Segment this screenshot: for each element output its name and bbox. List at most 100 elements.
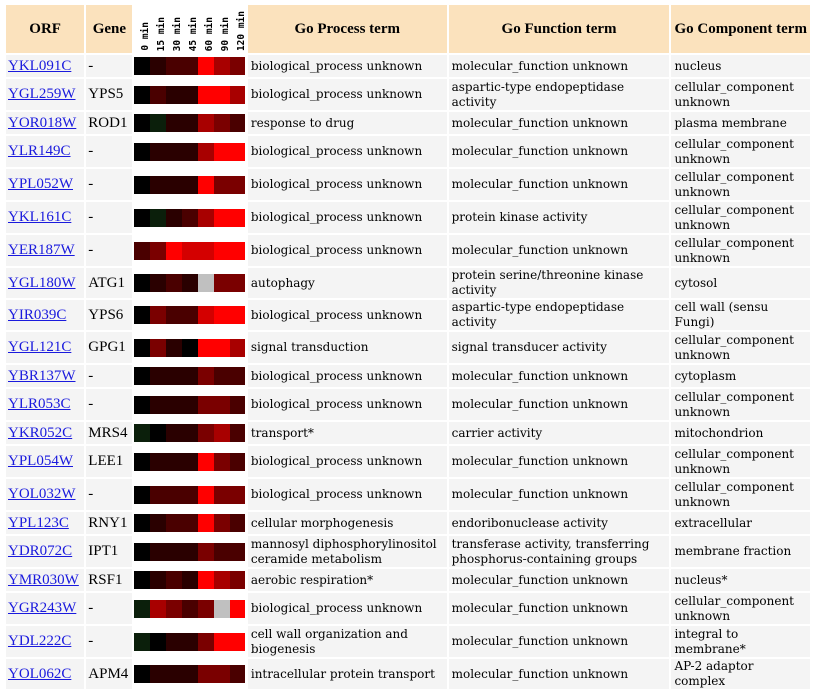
expression-heatmap-cell: [134, 55, 246, 77]
heatmap-block: [197, 338, 214, 357]
heatmap-block: [213, 485, 230, 504]
orf-link[interactable]: YOL062C: [8, 665, 72, 682]
function-term-cell: aspartic-type endopeptidase activity: [448, 79, 670, 110]
time-point-label-text: 120 min: [235, 10, 247, 51]
gene-cell: -: [86, 626, 133, 657]
table-row: YPL052W - biological_process unknown molecu…: [6, 169, 810, 200]
gene-cell: RSF1: [86, 569, 133, 591]
expression-heatmap-strip: [134, 632, 246, 651]
table-row: YKR052C MRS4 transport* carrier activity mit…: [6, 422, 810, 444]
orf-link[interactable]: YBR137W: [8, 367, 76, 384]
orf-link[interactable]: YOL032W: [8, 486, 76, 502]
orf-link[interactable]: YPL052W: [8, 176, 73, 192]
orf-link[interactable]: YKL091C: [8, 57, 72, 74]
heatmap-block: [181, 114, 198, 132]
function-term-cell: molecular_function unknown: [448, 626, 670, 657]
heatmap-block: [213, 395, 230, 414]
heatmap-block: [213, 367, 230, 385]
expression-heatmap-cell: [134, 169, 246, 200]
orf-link[interactable]: YPL123C: [8, 514, 69, 531]
orf-link[interactable]: YPL054W: [8, 453, 73, 469]
gene-cell: RNY1: [86, 512, 133, 534]
heatmap-block: [197, 485, 214, 504]
orf-link[interactable]: YLR053C: [8, 396, 71, 412]
orf-link[interactable]: YER187W: [8, 242, 75, 258]
heatmap-block: [229, 367, 246, 385]
orf-link[interactable]: YIR039C: [8, 306, 67, 323]
heatmap-block: [181, 485, 198, 504]
component-term-cell: nucleus: [671, 55, 810, 77]
expression-heatmap-cell: [134, 268, 246, 298]
orf-link[interactable]: YKL161C: [8, 209, 72, 225]
orf-cell: YGL121C: [6, 332, 85, 363]
table-row: YIR039C YPS6 biological_process unknown asp…: [6, 300, 810, 330]
expression-heatmap-strip: [134, 665, 246, 683]
process-term-cell: biological_process unknown: [247, 235, 447, 266]
function-term-cell: molecular_function unknown: [448, 389, 670, 420]
heatmap-block: [213, 175, 230, 194]
orf-link[interactable]: YDR072C: [8, 543, 73, 559]
process-term-cell: biological_process unknown: [247, 136, 447, 167]
gene-cell: -: [86, 593, 133, 624]
gene-cell: GPG1: [86, 332, 133, 363]
component-term-cell: cytosol: [671, 268, 810, 298]
orf-link[interactable]: YDL222C: [8, 633, 72, 649]
expression-heatmap-strip: [134, 452, 246, 471]
gene-expression-table: ORF Gene 0 min 15 min 30 min 45 min 60 min 90…: [4, 3, 812, 691]
heatmap-block: [181, 338, 198, 357]
heatmap-block: [166, 338, 182, 357]
orf-link[interactable]: YGL121C: [8, 339, 72, 355]
orf-link[interactable]: YMR030W: [8, 571, 79, 588]
heatmap-block: [213, 274, 230, 292]
orf-cell: YLR149C: [6, 136, 85, 167]
heatmap-block: [166, 571, 182, 589]
orf-cell: YLR053C: [6, 389, 85, 420]
orf-link[interactable]: YGL259W: [8, 86, 76, 102]
component-term-cell: cellular_component unknown: [671, 332, 810, 363]
expression-heatmap-strip: [134, 395, 246, 414]
heatmap-block: [229, 571, 246, 589]
time-point-label: 60 min: [198, 5, 215, 53]
table-row: YGR243W - biological_process unknown molecu…: [6, 593, 810, 624]
heatmap-block: [166, 452, 182, 471]
expression-heatmap-strip: [134, 175, 246, 194]
table-row: YOL062C APM4 intracellular protein transpo…: [6, 659, 810, 689]
expression-heatmap-strip: [134, 142, 246, 161]
gene-cell: -: [86, 235, 133, 266]
heatmap-block: [166, 599, 182, 618]
heatmap-block: [150, 175, 167, 194]
heatmap-block: [229, 632, 246, 651]
orf-cell: YIR039C: [6, 300, 85, 330]
expression-heatmap-strip: [134, 338, 246, 357]
expression-heatmap-strip: [134, 571, 246, 589]
expression-heatmap-cell: [134, 569, 246, 591]
heatmap-block: [150, 424, 167, 442]
gene-cell: ROD1: [86, 112, 133, 134]
orf-link[interactable]: YKR052C: [8, 424, 73, 441]
heatmap-block: [197, 114, 214, 132]
component-term-cell: cellular_component unknown: [671, 235, 810, 266]
heatmap-block: [134, 665, 151, 683]
orf-link[interactable]: YLR149C: [8, 143, 71, 159]
heatmap-block: [213, 452, 230, 471]
heatmap-block: [181, 599, 198, 618]
heatmap-block: [134, 542, 151, 561]
table-row: YLR149C - biological_process unknown molecu…: [6, 136, 810, 167]
orf-link[interactable]: YOR018W: [8, 114, 77, 131]
expression-heatmap-cell: [134, 422, 246, 444]
component-term-cell: cellular_component unknown: [671, 169, 810, 200]
orf-link[interactable]: YGR243W: [8, 600, 77, 616]
orf-cell: YGL180W: [6, 268, 85, 298]
heatmap-block: [181, 395, 198, 414]
orf-link[interactable]: YGL180W: [8, 274, 76, 291]
heatmap-block: [166, 175, 182, 194]
heatmap-block: [229, 338, 246, 357]
gene-cell: YPS5: [86, 79, 133, 110]
table-row: YDR072C IPT1 mannosyl diphosphorylinositol…: [6, 536, 810, 567]
gene-cell: YPS6: [86, 300, 133, 330]
heatmap-block: [213, 665, 230, 683]
component-column-header: Go Component term: [671, 5, 810, 53]
heatmap-block: [134, 114, 151, 132]
component-term-cell: cellular_component unknown: [671, 79, 810, 110]
orf-cell: YKR052C: [6, 422, 85, 444]
